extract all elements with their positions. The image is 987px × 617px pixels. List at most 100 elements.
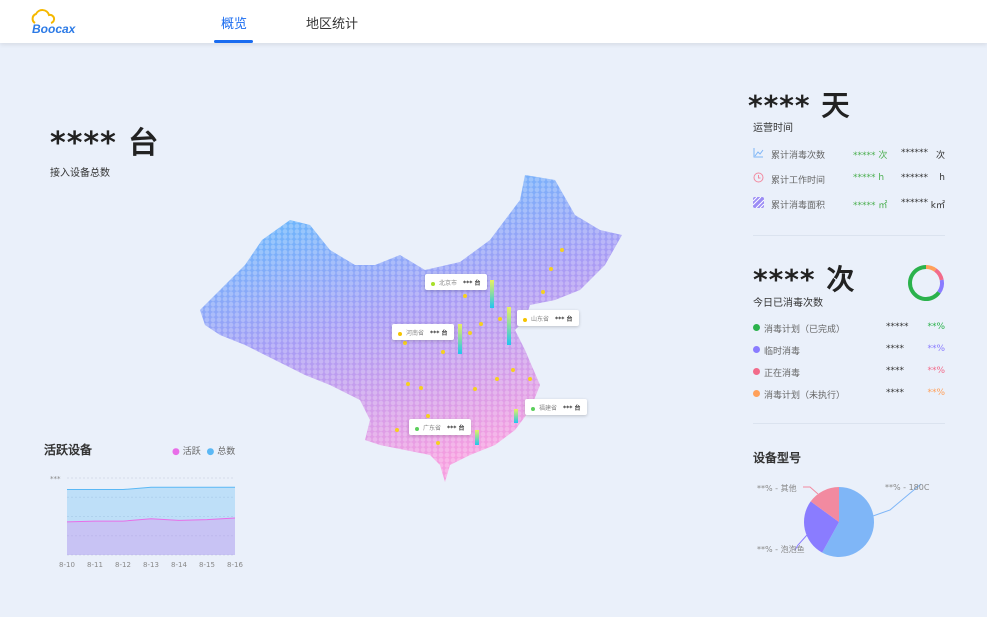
x-tick-label: 8-15 — [199, 561, 215, 569]
legend-dot — [753, 368, 760, 375]
legend-label: 正在消毒 — [764, 369, 801, 379]
bar-henan — [458, 324, 462, 354]
pie-leader-line — [794, 534, 808, 551]
y-tick-label: *** — [50, 475, 61, 483]
x-tick-label: 8-14 — [171, 561, 187, 569]
stat-value-2: ****** — [901, 148, 928, 158]
line-total — [67, 486, 235, 491]
legend-percent: **% — [927, 322, 945, 332]
city-dots — [395, 248, 564, 445]
bar-guangdong — [475, 430, 479, 445]
callout-name: 山东省 — [531, 316, 550, 323]
callout-beijing[interactable]: 北京市 *** 台 — [425, 274, 487, 290]
legend-label: 消毒计划（已完成） — [764, 325, 846, 335]
area-total — [67, 487, 235, 555]
x-tick-label: 8-12 — [115, 561, 131, 569]
legend-dot — [753, 390, 760, 397]
legend-dot-total: ● — [206, 447, 215, 457]
active-devices-title: 活跃设备 — [44, 443, 93, 457]
callout-dot — [531, 406, 535, 411]
runtime-value: **** 天 — [748, 89, 851, 122]
stat-label: 累计消毒次数 — [771, 151, 826, 161]
pie-slice — [804, 501, 839, 553]
callout-name: 福建省 — [539, 405, 558, 412]
logo-text: Boocax — [32, 22, 76, 36]
device-total-label: 接入设备总数 — [50, 168, 110, 179]
stat-row: 累计消毒次数 ***** 次 ****** 次 — [753, 146, 945, 162]
donut-segment — [937, 279, 944, 294]
stat-label: 累计工作时间 — [771, 176, 826, 186]
callout-value: *** 台 — [555, 316, 573, 323]
top-nav: Boocax 概览 地区统计 — [0, 0, 987, 43]
callout-fujian[interactable]: 福建省 *** 台 — [525, 399, 587, 415]
legend-percent: **% — [927, 388, 945, 398]
callout-name: 河南省 — [406, 330, 425, 337]
clock-icon — [753, 172, 764, 186]
stat-value-1: ***** 次 — [853, 151, 888, 161]
divider — [753, 423, 945, 424]
pie-label: **% - 180C — [885, 483, 930, 492]
callout-value: *** 台 — [463, 280, 481, 287]
device-model-pie: **% - 180C **% - 泡泡鱼 **% - 其他 — [757, 483, 930, 557]
donut-segment — [934, 268, 944, 281]
x-tick-label: 8-11 — [87, 561, 103, 569]
stat-value-1: ***** h — [853, 173, 885, 183]
legend-label: 消毒计划（未执行） — [764, 391, 846, 401]
area-hatch-icon — [752, 196, 765, 211]
callout-guangdong[interactable]: 广东省 *** 台 — [409, 419, 471, 435]
legend-count: **** — [886, 366, 904, 376]
callout-name: 广东省 — [423, 425, 442, 432]
x-tick-label: 8-13 — [143, 561, 159, 569]
callout-dot — [398, 331, 402, 336]
x-tick-label: 8-16 — [227, 561, 243, 569]
legend-percent: **% — [927, 366, 945, 376]
stat-unit: h — [939, 173, 945, 183]
stat-label: 累计消毒面积 — [771, 201, 826, 211]
chart-legend: ● 活跃 ● 总数 — [172, 444, 235, 457]
callout-dot — [523, 317, 527, 322]
stat-value-2: ****** — [901, 198, 928, 208]
stat-row: 累计工作时间 ***** h ****** h — [753, 171, 945, 187]
callout-dot — [415, 426, 419, 431]
stat-unit: 次 — [935, 151, 945, 161]
bar-shandong — [507, 307, 511, 345]
tab-region-stats[interactable]: 地区统计 — [306, 17, 359, 32]
legend-percent: **% — [927, 344, 945, 354]
pie-label: **% - 泡泡鱼 — [757, 544, 805, 554]
legend-dot-active: ● — [172, 447, 180, 457]
today-label: 今日已消毒次数 — [753, 298, 823, 309]
today-donut-chart — [908, 265, 944, 301]
callout-value: *** 台 — [447, 425, 465, 432]
pie-slice — [810, 487, 839, 522]
pie-leader-line — [803, 486, 819, 495]
line-active — [66, 517, 236, 523]
stat-value-1: ***** ㎡ — [853, 201, 888, 211]
callout-henan[interactable]: 河南省 *** 台 — [392, 324, 454, 340]
legend-label: 临时消毒 — [764, 347, 801, 357]
legend-count: **** — [886, 388, 904, 398]
runtime-label: 运营时间 — [753, 123, 793, 134]
callout-name: 北京市 — [439, 280, 458, 287]
area-active — [67, 518, 235, 555]
device-total-value: **** 台 — [50, 126, 160, 161]
legend-total[interactable]: 总数 — [217, 447, 236, 457]
pie-label: **% - 其他 — [757, 483, 797, 493]
callout-dot — [431, 281, 435, 286]
device-model-title: 设备型号 — [753, 451, 802, 465]
stat-value-2: ****** — [901, 173, 928, 183]
bar-beijing — [490, 280, 494, 308]
callout-value: *** 台 — [430, 330, 448, 337]
tab-overview[interactable]: 概览 — [221, 17, 248, 32]
legend-count: **** — [886, 344, 904, 354]
stat-unit: k㎡ — [930, 201, 945, 211]
legend-count: ***** — [886, 322, 909, 332]
today-value: **** 次 — [753, 263, 856, 296]
callout-shandong[interactable]: 山东省 *** 台 — [517, 310, 579, 326]
cloud-logo-icon — [31, 9, 56, 24]
donut-segment — [908, 265, 941, 301]
stat-row: 累计消毒面积 ***** ㎡ ****** k㎡ — [752, 196, 945, 212]
divider — [753, 235, 945, 236]
legend-dot — [753, 324, 760, 331]
active-devices-chart: *** 8-10 8-11 8-12 8-13 8-14 8-15 8-16 — [50, 475, 243, 569]
legend-active[interactable]: 活跃 — [182, 447, 201, 457]
